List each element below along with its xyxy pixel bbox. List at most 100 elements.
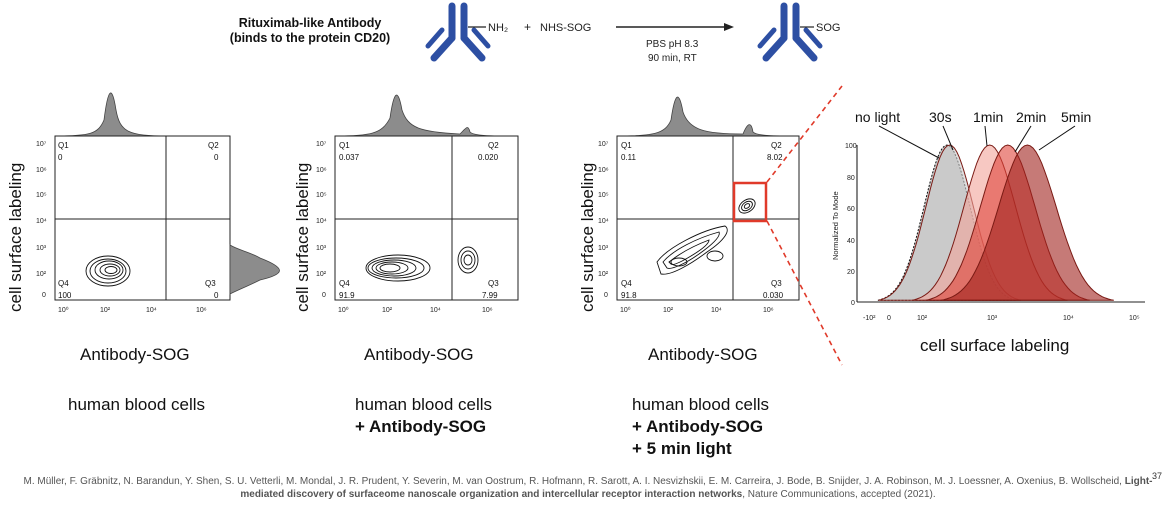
svg-text:10⁶: 10⁶ [196, 307, 207, 314]
panel1-ylabel: cell surface labeling [6, 162, 25, 312]
q1-value: 0 [58, 153, 63, 162]
svg-text:10²: 10² [36, 271, 47, 278]
panel1-xlabel: Antibody-SOG [80, 345, 190, 364]
contour-population-2 [738, 198, 756, 214]
q1-value: 0.11 [621, 153, 637, 162]
q1-label: Q1 [58, 141, 69, 150]
plus-sign: + [524, 20, 531, 34]
svg-text:10²: 10² [382, 307, 393, 314]
top-histogram [54, 92, 169, 137]
q3-label: Q3 [771, 279, 782, 288]
panel3-caption: human blood cells + Antibody-SOG + 5 min… [632, 394, 769, 460]
legend-5min: 5min [1061, 109, 1091, 125]
reference-journal: , Nature Communications, accepted (2021)… [742, 489, 936, 500]
contour-population-2 [457, 246, 479, 274]
reference-title: Light-mediated discovery of surfaceome n… [240, 476, 1153, 500]
panel3-caption-line1: human blood cells [632, 395, 770, 414]
panel2-caption: human blood cells + Antibody-SOG [355, 394, 492, 438]
antibody-icon [425, 2, 491, 62]
q1-label: Q1 [621, 141, 632, 150]
svg-text:10⁶: 10⁶ [763, 307, 774, 314]
panel3-caption-line3: + 5 min light [632, 439, 732, 458]
scheme-title-line1: Rituximab-like Antibody [238, 16, 382, 30]
q1-value: 0.037 [339, 153, 360, 162]
q3-label: Q3 [488, 279, 499, 288]
q4-label: Q4 [339, 279, 350, 288]
svg-text:0: 0 [887, 315, 891, 322]
slide-number: 37 [1151, 471, 1162, 481]
panel1-caption-line1: human blood cells [68, 395, 206, 414]
svg-text:10⁵: 10⁵ [36, 192, 47, 199]
condition-2: 90 min, RT [648, 53, 697, 64]
highlight-gate [732, 181, 768, 223]
svg-text:10⁰: 10⁰ [620, 306, 631, 314]
svg-text:0: 0 [604, 292, 608, 299]
q4-value: 100 [58, 291, 72, 300]
svg-text:10⁵: 10⁵ [598, 192, 609, 199]
plot-frame [334, 135, 519, 301]
svg-text:10⁰: 10⁰ [338, 306, 349, 314]
panel2-ylabel: cell surface labeling [293, 162, 312, 312]
q2-value: 0 [214, 153, 219, 162]
contour-population [656, 225, 728, 275]
antibody-sog-icon [757, 2, 823, 62]
svg-text:10²: 10² [100, 307, 111, 314]
svg-text:60: 60 [847, 206, 855, 213]
q2-label: Q2 [488, 141, 499, 150]
q2-value: 0.020 [478, 153, 499, 162]
q3-label: Q3 [205, 279, 216, 288]
svg-text:10²: 10² [663, 307, 674, 314]
product-label: SOG [816, 22, 840, 34]
svg-text:10⁷: 10⁷ [598, 141, 609, 148]
svg-text:10⁴: 10⁴ [711, 307, 722, 314]
panel1-caption: human blood cells [68, 394, 205, 416]
reaction-scheme: NH₂ + NHS-SOG PBS pH 8.3 90 min, RT SOG [425, 2, 840, 64]
svg-text:10⁷: 10⁷ [316, 141, 327, 148]
q1-label: Q1 [339, 141, 350, 150]
q4-label: Q4 [621, 279, 632, 288]
svg-text:10⁴: 10⁴ [1063, 315, 1074, 322]
histogram-xlabel: cell surface labeling [920, 336, 1070, 355]
panel2-xlabel: Antibody-SOG [364, 345, 474, 364]
q2-value: 8.02 [767, 153, 783, 162]
top-histogram [616, 96, 800, 137]
plot-frame [616, 135, 800, 301]
legend-2min: 2min [1016, 109, 1046, 125]
reference: M. Müller, F. Gräbnitz, N. Barandun, Y. … [6, 475, 1170, 501]
scheme-title: Rituximab-like Antibody (binds to the pr… [190, 16, 430, 46]
histogram-chart: 100 80 60 40 20 0 -10² 0 10² 10³ 10⁴ 10⁵ Normali… [831, 109, 1145, 322]
svg-text:10³: 10³ [316, 245, 327, 252]
q3-value: 7.99 [482, 291, 498, 300]
right-histogram [229, 244, 280, 295]
svg-text:10³: 10³ [598, 245, 609, 252]
svg-text:0: 0 [42, 292, 46, 299]
panel3-ylabel: cell surface labeling [578, 162, 597, 312]
svg-text:10²: 10² [917, 315, 928, 322]
contour-population [365, 254, 431, 282]
plot-frame [54, 135, 231, 301]
svg-text:10⁴: 10⁴ [316, 218, 327, 225]
histogram-series [877, 144, 1114, 301]
svg-text:10⁴: 10⁴ [146, 307, 157, 314]
top-histogram [334, 94, 519, 137]
svg-text:10⁵: 10⁵ [1129, 315, 1140, 322]
flow-plot-1: 10⁷ 10⁶ 10⁵ 10⁴ 10³ 10² 0 10⁰ 10² 10⁴ 10⁶ Q1 0 Q… [36, 92, 280, 314]
svg-text:10³: 10³ [987, 315, 998, 322]
q2-label: Q2 [771, 141, 782, 150]
scheme-title-line2: (binds to the protein CD20) [229, 31, 391, 45]
svg-text:10²: 10² [598, 271, 609, 278]
reference-authors: M. Müller, F. Gräbnitz, N. Barandun, Y. … [23, 476, 1122, 487]
svg-text:40: 40 [847, 238, 855, 245]
svg-text:0: 0 [322, 292, 326, 299]
svg-text:80: 80 [847, 175, 855, 182]
panel3-xlabel: Antibody-SOG [648, 345, 758, 364]
contour-population [85, 255, 131, 287]
q3-value: 0.030 [763, 291, 784, 300]
q4-value: 91.9 [339, 291, 355, 300]
svg-text:10⁴: 10⁴ [36, 218, 47, 225]
legend-30s: 30s [929, 109, 952, 125]
flow-plot-3: 10⁷ 10⁶ 10⁵ 10⁴ 10³ 10² 0 10⁰ 10² 10⁴ 10⁶ Q1 0.1… [598, 96, 800, 314]
q2-label: Q2 [208, 141, 219, 150]
svg-text:10⁵: 10⁵ [316, 192, 327, 199]
panel2-caption-line2: + Antibody-SOG [355, 417, 487, 436]
